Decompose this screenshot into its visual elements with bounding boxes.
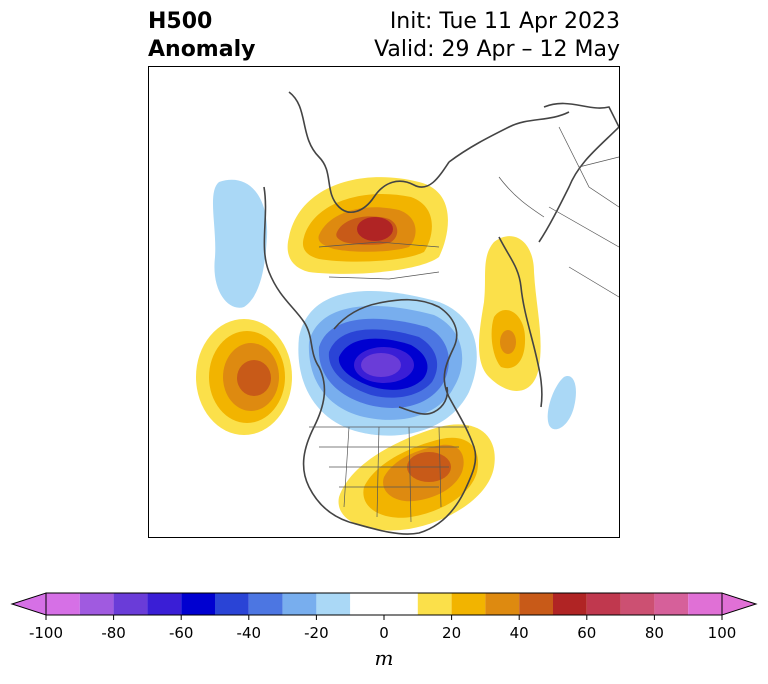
colorbar-tick-label: 60 (577, 624, 597, 642)
colorbar-extend-low (10, 592, 47, 616)
colorbar-tick-label: -80 (101, 624, 126, 642)
siberia-trough (212, 179, 268, 308)
title-left: H500 Anomaly (148, 8, 255, 64)
colorbar-bin (417, 593, 452, 615)
colorbar-bin (688, 593, 722, 615)
colorbar-bin (248, 593, 283, 615)
colorbar-bin (485, 593, 520, 615)
hudson-trough (298, 291, 477, 436)
colorbar-bin (553, 593, 587, 615)
colorbar-bin (46, 593, 80, 615)
colorbar-bin (181, 593, 215, 615)
colorbar-bin (215, 593, 249, 615)
colorbar-tick-label: -40 (236, 624, 262, 642)
valid-range: Valid: 29 Apr – 12 May (374, 37, 620, 62)
colorbar-bin (620, 593, 655, 615)
colorbar-bin (654, 593, 689, 615)
borders (309, 126, 619, 523)
colorbar-tick-label: 40 (509, 624, 529, 642)
title-variable: H500 (148, 9, 213, 34)
colorbar-bin (113, 593, 148, 615)
arctic-ridge (287, 177, 448, 274)
colorbar-tick-label: 0 (379, 624, 389, 642)
title-right: Init: Tue 11 Apr 2023 Valid: 29 Apr – 12… (374, 8, 620, 64)
colorbar-bin (350, 593, 418, 615)
alaska-ridge (196, 319, 292, 435)
colorbar-bin (282, 593, 317, 615)
anomaly-map (148, 66, 620, 538)
colorbar-tick-label: -60 (168, 624, 194, 642)
colorbar-tick-label: -100 (28, 624, 64, 642)
colorbar-units: m (374, 646, 394, 670)
colorbar-tick-label: 80 (644, 624, 664, 642)
colorbar-tick-label: 20 (442, 624, 462, 642)
colorbar-extend-high (721, 592, 758, 616)
coastlines (263, 91, 619, 535)
colorbar-bin (519, 593, 553, 615)
colorbar-tick-label: -20 (304, 624, 329, 642)
init-date: Init: Tue 11 Apr 2023 (389, 9, 620, 34)
colorbar-bin (79, 593, 114, 615)
colorbar-bin (451, 593, 486, 615)
colorbar-bin (586, 593, 621, 615)
atlantic-trough (547, 376, 576, 430)
colorbar-tick-label: 100 (707, 624, 737, 642)
europe-ridge (479, 236, 541, 391)
map-svg (196, 91, 619, 535)
colorbar (10, 592, 758, 620)
title-type: Anomaly (148, 37, 256, 62)
colorbar-bin (147, 593, 182, 615)
colorbar-bin (316, 593, 351, 615)
